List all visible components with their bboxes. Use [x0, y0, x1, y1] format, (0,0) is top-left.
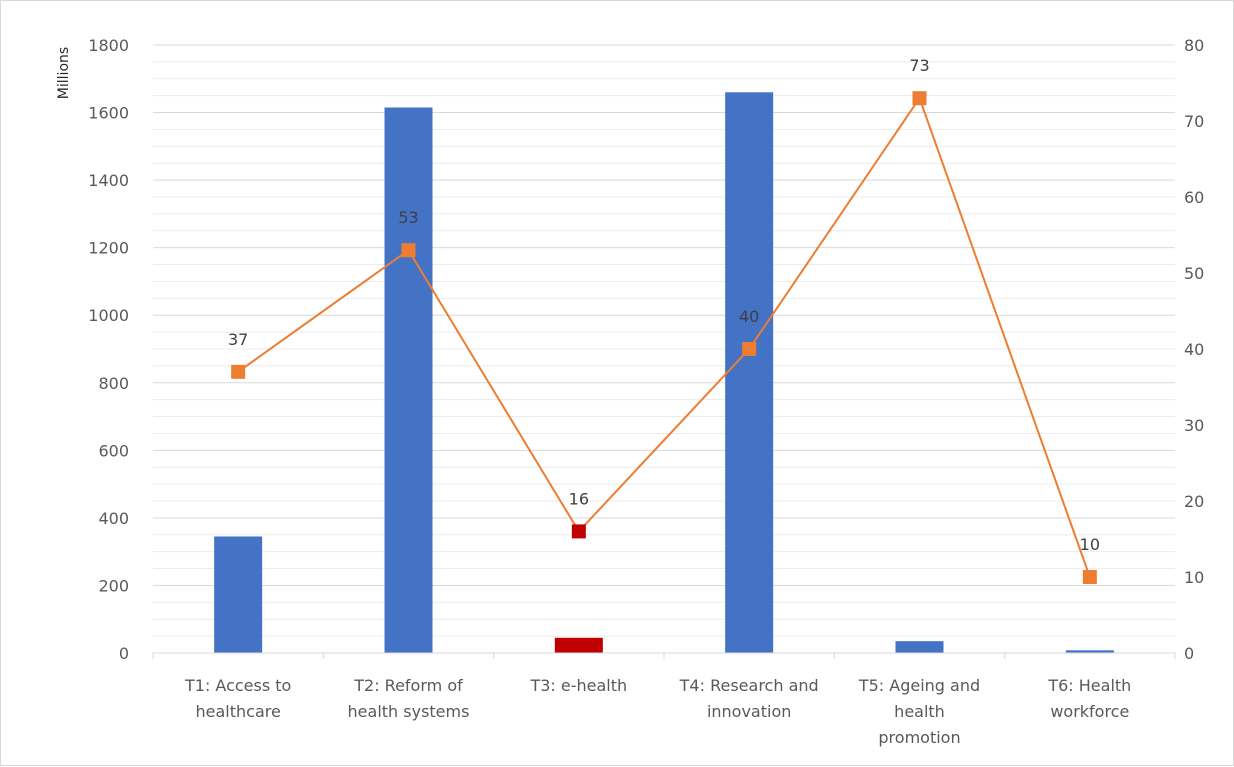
bar — [895, 641, 944, 653]
line-series: 37 53 16 40 73 10 — [228, 56, 1100, 584]
bar-series — [214, 92, 1114, 654]
category-label: T6: Health workforce — [1047, 676, 1131, 721]
bar — [384, 107, 433, 653]
line-marker — [1082, 570, 1097, 584]
line-marker — [231, 364, 246, 379]
category-label: T3: e-health — [529, 676, 627, 695]
y-tick-label: 200 — [98, 576, 129, 595]
category-label-line: healthcare — [196, 702, 281, 721]
category-label-line: T1: Access to — [184, 676, 291, 695]
bar — [214, 536, 263, 653]
category-label-line: health — [894, 702, 945, 721]
y-tick-label: 600 — [98, 441, 129, 460]
y2-tick-label: 60 — [1184, 188, 1204, 207]
category-label-line: T2: Reform of — [353, 676, 463, 695]
line-marker — [401, 243, 416, 258]
category-labels: T1: Access to healthcare T2: Reform of heal… — [184, 676, 1131, 747]
y2-tick-label: 70 — [1184, 112, 1204, 131]
line-marker — [912, 91, 927, 106]
y2-tick-label: 0 — [1184, 644, 1194, 663]
y-tick-label: 1600 — [88, 104, 129, 123]
data-label: 37 — [228, 330, 248, 349]
y2-tick-label: 50 — [1184, 264, 1204, 283]
y2-tick-label: 80 — [1184, 36, 1204, 55]
y-tick-label: 800 — [98, 374, 129, 393]
line-marker — [571, 524, 586, 539]
category-label-line: promotion — [878, 728, 960, 747]
data-label: 10 — [1080, 535, 1100, 554]
data-label: 73 — [909, 56, 929, 75]
y2-tick-label: 30 — [1184, 416, 1204, 435]
y-axis-right-ticks: 0 10 20 30 40 50 60 70 80 — [1184, 36, 1204, 663]
y-tick-label: 1800 — [88, 36, 129, 55]
bar — [554, 637, 603, 653]
data-label: 16 — [569, 489, 589, 508]
y-axis-title: Millions — [56, 47, 72, 99]
bar — [1065, 650, 1114, 653]
y2-tick-label: 10 — [1184, 568, 1204, 587]
category-label-line: T4: Research and — [679, 676, 819, 695]
y-axis-left-ticks: 0 200 400 600 800 1000 1200 1400 1600 1800 — [88, 36, 129, 663]
line-marker — [742, 342, 757, 356]
y-tick-label: 1000 — [88, 306, 129, 325]
y-tick-label: 1200 — [88, 239, 129, 258]
category-label-line: T6: Health — [1047, 676, 1131, 695]
y2-tick-label: 20 — [1184, 492, 1204, 511]
category-label: T5: Ageing and health promotion — [858, 676, 980, 747]
gridlines — [153, 44, 1175, 637]
data-label: 40 — [739, 307, 759, 326]
category-label: T2: Reform of health systems — [348, 676, 470, 721]
y-tick-label: 1400 — [88, 171, 129, 190]
category-label-line: T5: Ageing and — [858, 676, 980, 695]
y-tick-label: 400 — [98, 509, 129, 528]
category-label-line: T3: e-health — [529, 676, 627, 695]
series-line — [237, 96, 1091, 578]
x-axis — [152, 652, 1176, 659]
y2-tick-label: 40 — [1184, 340, 1204, 359]
data-label: 53 — [398, 208, 418, 227]
category-label-line: health systems — [348, 702, 470, 721]
category-label: T1: Access to healthcare — [184, 676, 291, 721]
y-tick-label: 0 — [119, 644, 129, 663]
category-label-line: innovation — [707, 702, 791, 721]
bar — [725, 92, 774, 654]
category-label-line: workforce — [1050, 702, 1129, 721]
category-label: T4: Research and innovation — [679, 676, 819, 721]
